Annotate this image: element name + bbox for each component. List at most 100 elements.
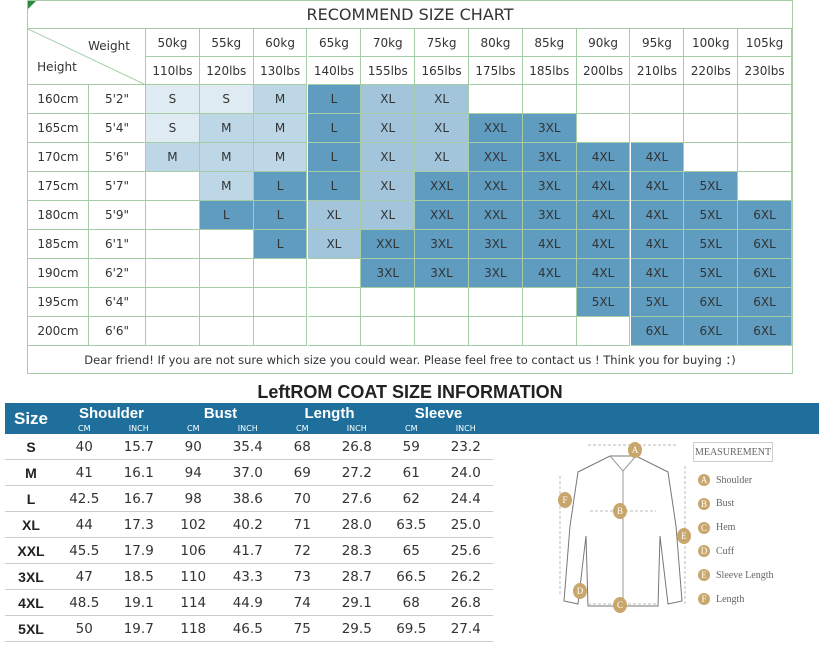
measure-value: 106 [166,538,221,564]
size-cell: 4XL [522,259,577,288]
legend-label: Cuff [716,545,735,557]
size-label: 4XL [5,590,57,616]
size-cell: 6XL [684,317,739,346]
size-cell [469,85,523,114]
size-cell: L [307,85,362,114]
weight-label: Weight [88,39,130,53]
lbs-header: 110lbs [146,57,200,85]
size-label: XXL [5,538,57,564]
height-cm: 200cm [28,317,89,346]
measure-value: 19.7 [111,616,166,642]
measurement-box [693,442,773,462]
height-cm: 195cm [28,288,89,317]
lbs-header: 185lbs [522,57,577,85]
size-cell: 5XL [684,172,739,201]
diagram-letter: C [613,597,627,613]
size-cell [738,85,792,114]
size-cell [576,114,631,143]
size-cell: XL [361,143,416,172]
size-cell: 4XL [576,230,631,259]
size-cell: L [199,201,254,230]
measure-value: 62 [384,486,439,512]
height-cm: 180cm [28,201,89,230]
size-cell: 6XL [738,230,792,259]
kg-header: 90kg [576,29,631,57]
measure-value: 71 [275,512,330,538]
note: Dear friend! If you are not sure which s… [84,352,736,367]
height-cm: 165cm [28,114,89,143]
size-cell: 5XL [684,201,739,230]
size-cell: 4XL [576,259,631,288]
size-cell: 3XL [415,259,469,288]
size-cell: 6XL [738,201,792,230]
height-cm: 160cm [28,85,89,114]
measure-value: 25.0 [438,512,493,538]
measure-value: 69 [275,460,330,486]
size-cell: 6XL [738,259,792,288]
size-cell [253,288,308,317]
height-cm: 170cm [28,143,89,172]
measure-value: 72 [275,538,330,564]
legend-letter: F [698,593,710,605]
measure-value: 16.1 [111,460,166,486]
measure-value: 43.3 [220,564,275,590]
kg-header: 80kg [469,29,523,57]
measure-value: 27.6 [329,486,384,512]
size-cell [630,85,685,114]
group-header: Sleeve [414,404,463,422]
measure-value: 45.5 [57,538,112,564]
measure-value: 59 [384,434,439,460]
measure-value: 68 [275,434,330,460]
lbs-header: 175lbs [469,57,523,85]
measure-value: 70 [275,486,330,512]
size-cell: 4XL [630,201,685,230]
measure-value: 44 [57,512,112,538]
size-cell: M [146,143,200,172]
height-cm: 185cm [28,230,89,259]
lbs-header: 155lbs [361,57,416,85]
size-label: S [5,434,57,460]
size-cell: M [253,114,308,143]
size-cell: XL [307,201,362,230]
measure-value: 114 [166,590,221,616]
measure-value: 26.2 [438,564,493,590]
measure-value: 26.8 [329,434,384,460]
size-cell: XL [415,85,469,114]
measure-value: 19.1 [111,590,166,616]
size-cell: XL [415,114,469,143]
size-cell: 3XL [361,259,416,288]
kg-header: 95kg [630,29,685,57]
measure-value: 26.8 [438,590,493,616]
height-ft: 5'6" [89,143,146,172]
measure-value: 38.6 [220,486,275,512]
size-cell: 4XL [522,230,577,259]
size-cell: XXL [469,201,523,230]
measure-value: 29.5 [329,616,384,642]
size-label: 5XL [5,616,57,642]
size-cell: 6XL [738,317,792,346]
measure-value: 29.1 [329,590,384,616]
size-cell: 6XL [684,288,739,317]
size-cell [199,259,254,288]
kg-header: 60kg [253,29,308,57]
measure-value: 27.2 [329,460,384,486]
measure-value: 28.3 [329,538,384,564]
size-cell [522,288,577,317]
size-cell: XL [361,114,416,143]
measure-value: 37.0 [220,460,275,486]
height-cm: 175cm [28,172,89,201]
size-cell [630,114,685,143]
size-cell: XL [361,172,416,201]
size-cell [146,230,200,259]
measure-value: 18.5 [111,564,166,590]
legend-label: Bust [716,498,735,510]
size-label: 3XL [5,564,57,590]
lbs-header: 140lbs [307,57,362,85]
measure-value: 63.5 [384,512,439,538]
size-header: Size [13,408,49,428]
measure-value: 90 [166,434,221,460]
size-cell: 4XL [576,201,631,230]
lbs-header: 130lbs [253,57,308,85]
lbs-header: 220lbs [684,57,739,85]
size-cell: L [307,143,362,172]
